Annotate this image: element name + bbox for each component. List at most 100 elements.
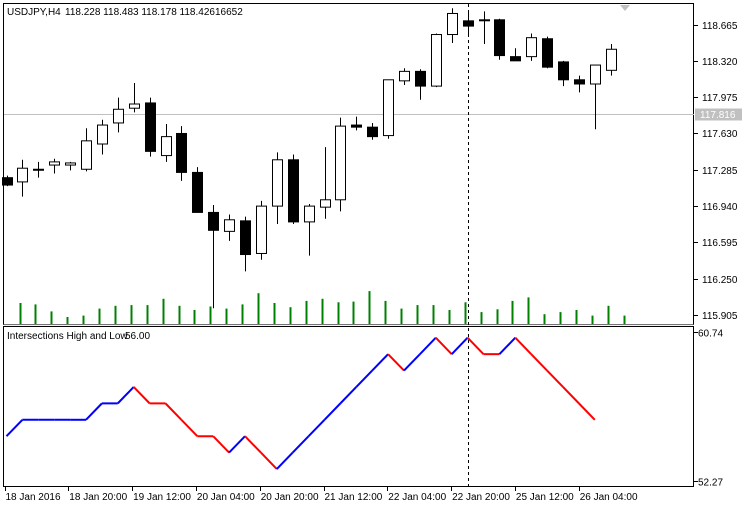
indicator-pane-frame [3, 326, 694, 487]
bull-candle-body [479, 19, 490, 22]
candle[interactable] [558, 60, 569, 87]
price-axis-label: 117.630 [702, 129, 738, 140]
bull-candle-body [17, 167, 28, 183]
candle[interactable] [304, 204, 315, 256]
indicator-up-segment [276, 451, 294, 470]
indicator-up-segment [291, 435, 310, 454]
candle[interactable] [145, 97, 156, 157]
indicator-axis-label: 60.74 [698, 329, 723, 340]
time-axis-label: 22 Jan 20:00 [452, 492, 510, 503]
price-axis-label: 117.975 [702, 93, 738, 104]
candle[interactable] [415, 69, 426, 100]
candle[interactable] [97, 119, 108, 155]
indicator-axis-label: 52.27 [698, 478, 723, 489]
indicator-down-segment [180, 419, 199, 437]
candle[interactable] [367, 122, 378, 140]
bull-candle-body [256, 205, 267, 254]
bull-candle-body [447, 12, 458, 36]
candle[interactable] [574, 75, 585, 93]
bull-candle-body [113, 108, 124, 124]
candle[interactable] [192, 167, 203, 213]
bear-candle-body [558, 61, 569, 81]
time-axis-label: 26 Jan 04:00 [580, 492, 638, 503]
candle[interactable] [256, 200, 267, 260]
candle[interactable] [494, 18, 505, 60]
indicator-down-segment [164, 402, 183, 421]
candle[interactable] [17, 159, 28, 197]
candle[interactable] [351, 116, 362, 131]
candle[interactable] [240, 216, 251, 272]
price-series [2, 8, 694, 309]
indicator-name-label: Intersections High and Low [7, 331, 128, 342]
time-axis-label: 19 Jan 12:00 [133, 492, 191, 503]
volume-readout: 16652 [215, 7, 243, 18]
price-axis-label: 118.320 [702, 57, 738, 68]
indicator-down-segment [435, 337, 453, 355]
bull-candle-body [304, 205, 315, 223]
indicator-down-segment [466, 337, 485, 355]
bull-candle-body [590, 64, 601, 85]
candle[interactable] [2, 175, 13, 187]
candle[interactable] [272, 152, 283, 224]
indicator-down-segment [244, 435, 262, 454]
time-axis-label: 18 Jan 20:00 [69, 492, 127, 503]
volume-series [19, 291, 626, 324]
candle[interactable] [33, 161, 44, 178]
candle[interactable] [129, 82, 140, 113]
bear-candle-body [351, 124, 362, 128]
time-axis-label: 18 Jan 2016 [6, 492, 61, 503]
bear-candle-body [208, 211, 219, 231]
candle[interactable] [526, 33, 537, 61]
candle[interactable] [113, 97, 124, 133]
indicator-down-segment [132, 386, 151, 405]
price-axis-label: 117.285 [702, 166, 738, 177]
indicator-axis: 60.74 52.27 [694, 329, 723, 489]
candle[interactable] [383, 79, 394, 139]
time-axis-label: 20 Jan 20:00 [261, 492, 319, 503]
candle[interactable] [288, 154, 299, 224]
current-price-label: 117.816 [700, 110, 736, 121]
candle[interactable] [81, 128, 92, 172]
candle[interactable] [510, 48, 521, 62]
candle[interactable] [431, 33, 442, 88]
candle[interactable] [399, 68, 410, 86]
candle[interactable] [447, 8, 458, 43]
indicator-up-segment [371, 353, 389, 372]
candle[interactable] [49, 158, 60, 174]
bull-candle-body [272, 159, 283, 207]
symbol-timeframe-label: USDJPY,H4 [7, 7, 61, 18]
candle[interactable] [320, 147, 331, 219]
price-axis: 118.665 118.320 117.975 117.630 117.285 116.9… [694, 21, 742, 322]
bull-candle-body [161, 136, 172, 157]
indicator-up-segment [228, 435, 246, 454]
bull-candle-body [606, 48, 617, 71]
candle[interactable] [224, 214, 235, 241]
candle[interactable] [479, 11, 490, 44]
price-axis-label: 115.905 [702, 311, 738, 322]
candle[interactable] [161, 124, 172, 162]
bull-candle-body [129, 103, 140, 109]
candle[interactable] [208, 205, 219, 309]
indicator-up-segment [355, 369, 373, 388]
price-pane-frame [3, 3, 694, 325]
bull-candle-body [224, 219, 235, 232]
indicator-up-segment [117, 386, 135, 405]
ohlc-readout: 118.228 118.483 118.178 118.426 [65, 7, 215, 18]
price-axis-label: 116.595 [702, 238, 738, 249]
candle[interactable] [590, 64, 601, 130]
bull-candle-body [97, 124, 108, 145]
candle[interactable] [542, 36, 553, 69]
one-click-trading-triangle-icon[interactable] [620, 5, 630, 11]
candle[interactable] [65, 161, 76, 171]
indicator-up-segment [339, 386, 358, 405]
bear-candle-body [288, 159, 299, 223]
bull-candle-body [81, 140, 92, 170]
candle[interactable] [335, 117, 346, 212]
bear-candle-body [574, 79, 585, 85]
indicator-down-segment [514, 337, 532, 355]
candle[interactable] [606, 44, 617, 76]
bull-candle-body [49, 161, 60, 166]
candle[interactable] [176, 126, 187, 181]
